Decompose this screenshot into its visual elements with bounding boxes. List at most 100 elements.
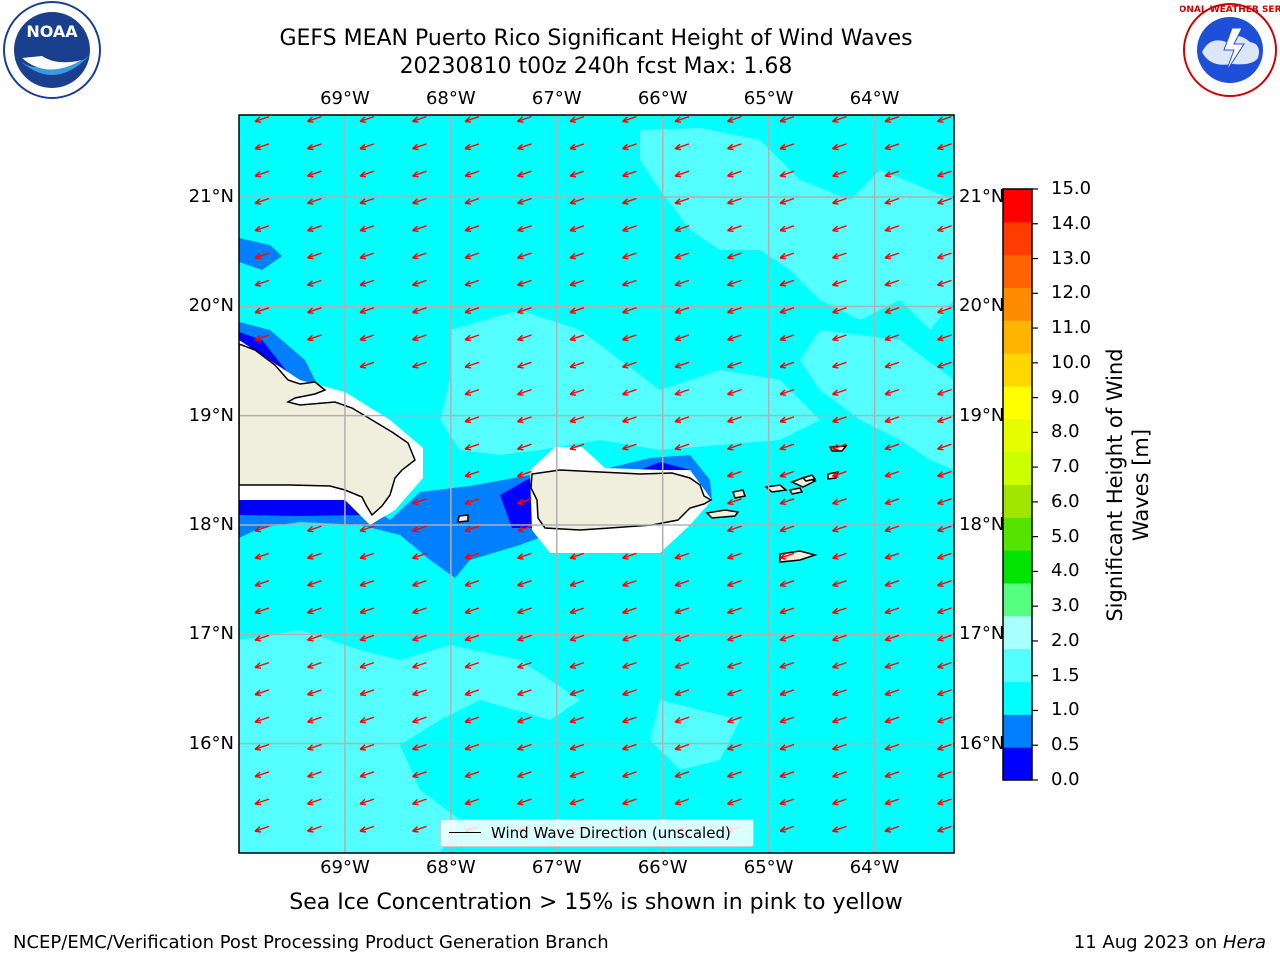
- wave-direction-arrow: [937, 388, 952, 396]
- wave-direction-arrow: [727, 225, 742, 233]
- wave-direction-arrow: [569, 716, 585, 724]
- wave-direction-arrow: [727, 771, 742, 779]
- lon-tick-top: 69°W: [320, 88, 370, 109]
- colorbar-tick-label: 13.0: [1051, 247, 1092, 269]
- wave-direction-arrow: [254, 197, 270, 205]
- map-title: GEFS MEAN Puerto Rico Significant Height…: [279, 26, 913, 51]
- wave-direction-arrow: [727, 607, 742, 615]
- wave-direction-arrow: [727, 307, 742, 314]
- wave-direction-arrow: [832, 716, 847, 724]
- wave-direction-arrow: [727, 197, 742, 205]
- wave-direction-arrow: [674, 388, 690, 396]
- wave-direction-arrow: [674, 252, 690, 260]
- wave-direction-arrow: [307, 115, 322, 123]
- wave-direction-arrow: [832, 825, 847, 833]
- lon-tick-bottom: 66°W: [637, 857, 688, 878]
- wave-direction-arrow: [359, 825, 375, 833]
- wave-direction-arrow: [674, 607, 690, 615]
- wave-direction-arrow: [359, 334, 375, 342]
- wave-direction-arrow: [884, 525, 900, 533]
- wave-direction-arrow: [937, 361, 952, 369]
- wave-direction-arrow: [569, 743, 585, 751]
- wave-direction-arrow: [464, 143, 480, 151]
- wave-direction-arrow: [569, 307, 585, 314]
- wave-direction-arrow: [307, 607, 322, 615]
- colorbar-swatch: [1003, 550, 1032, 584]
- wave-direction-arrow: [359, 552, 375, 560]
- wave-direction-arrow: [779, 607, 795, 615]
- wave-direction-arrow: [832, 661, 847, 669]
- wave-direction-arrow: [464, 334, 480, 342]
- wave-direction-arrow: [412, 115, 427, 123]
- wave-direction-arrow: [622, 743, 637, 751]
- wave-direction-arrow: [412, 170, 427, 178]
- lon-tick-top: 68°W: [425, 88, 476, 109]
- wave-direction-arrow: [254, 661, 270, 669]
- wave-direction-arrow: [779, 689, 795, 697]
- wave-direction-arrow: [359, 580, 375, 587]
- wave-direction-arrow: [779, 552, 795, 560]
- wave-direction-arrow: [359, 771, 375, 779]
- lat-tick-right: 16°N: [959, 732, 1005, 754]
- wave-direction-arrow: [674, 743, 690, 751]
- map-subtitle: 20230810 t00z 240h fcst Max: 1.68: [399, 54, 793, 79]
- wave-direction-arrow: [884, 552, 900, 560]
- wave-direction-arrow: [727, 143, 742, 151]
- wave-direction-arrow: [884, 307, 900, 314]
- wave-direction-arrow: [727, 716, 742, 724]
- wave-direction-arrow: [884, 771, 900, 779]
- wave-direction-arrow: [622, 225, 637, 233]
- wave-direction-arrow: [727, 798, 742, 806]
- colorbar-swatch: [1003, 615, 1032, 650]
- wave-direction-arrow: [779, 743, 795, 751]
- wave-direction-arrow: [674, 552, 690, 560]
- wave-direction-arrow: [727, 580, 742, 587]
- wave-direction-arrow: [779, 197, 795, 205]
- lat-tick-right: 20°N: [959, 295, 1005, 317]
- wave-direction-arrow: [779, 825, 795, 833]
- wave-direction-arrow: [464, 689, 480, 697]
- wave-direction-arrow: [307, 307, 322, 314]
- wave-direction-arrow: [622, 716, 637, 724]
- wave-direction-arrow: [779, 798, 795, 806]
- wave-direction-arrow: [254, 743, 270, 751]
- islet-1: [788, 487, 804, 495]
- wave-direction-arrow: [307, 634, 322, 642]
- land: [239, 343, 848, 563]
- wave-direction-arrow: [359, 743, 375, 751]
- wave-direction-arrow: [517, 580, 532, 587]
- wave-direction-arrow: [254, 115, 270, 123]
- wave-direction-arrow: [464, 661, 480, 669]
- wave-direction-arrow: [937, 143, 952, 151]
- wave-direction-arrow: [464, 197, 480, 205]
- colorbar-swatch: [1003, 189, 1032, 223]
- wave-direction-arrow: [674, 580, 690, 587]
- wave-direction-arrow: [727, 634, 742, 642]
- wave-direction-arrow: [779, 443, 795, 451]
- wave-direction-arrow: [307, 580, 322, 587]
- wave-direction-arrow: [884, 416, 900, 424]
- wave-direction-arrow: [937, 661, 952, 669]
- islet-2: [801, 474, 817, 482]
- wave-direction-arrow: [359, 716, 375, 724]
- wave-direction-arrow: [832, 416, 847, 424]
- wave-direction-arrow: [884, 498, 900, 506]
- wave-direction-arrow: [727, 361, 742, 369]
- wave-direction-arrow: [569, 115, 585, 123]
- wave-direction-arrow: [674, 197, 690, 205]
- wave-direction-arrow: [622, 798, 637, 806]
- wave-direction-arrow: [307, 689, 322, 697]
- wave-direction-arrow: [412, 361, 427, 369]
- wave-direction-arrow: [674, 416, 690, 424]
- wave-direction-arrow: [937, 252, 952, 260]
- wave-direction-arrow: [832, 689, 847, 697]
- wave-direction-arrow: [937, 607, 952, 615]
- wave-direction-arrow: [622, 197, 637, 205]
- wave-direction-arrow: [779, 143, 795, 151]
- wave-direction-arrow: [622, 552, 637, 560]
- noaa-logo: NOAA: [3, 1, 101, 99]
- colorbar-swatch: [1003, 418, 1032, 453]
- wave-direction-arrow: [517, 115, 532, 123]
- lat-tick-right: 21°N: [959, 186, 1005, 207]
